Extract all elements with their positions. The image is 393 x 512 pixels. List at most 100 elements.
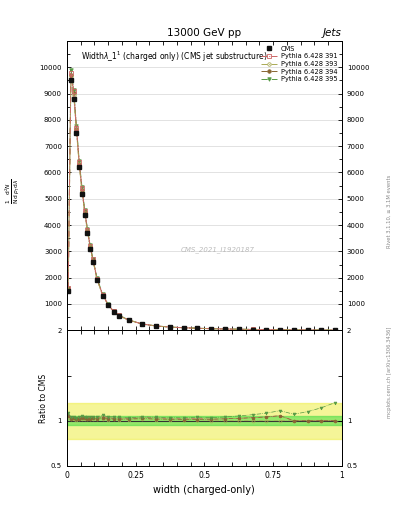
Pythia 6.428 391 — [74, 125, 79, 131]
Pythia 6.428 394 — [88, 244, 93, 250]
Pythia 6.428 391 — [79, 185, 84, 191]
Pythia 6.428 394 — [111, 308, 116, 314]
CMS — [77, 164, 82, 170]
CMS — [83, 211, 87, 218]
Pythia 6.428 395 — [333, 327, 338, 333]
Pythia 6.428 393 — [91, 258, 95, 264]
Pythia 6.428 391 — [264, 327, 269, 333]
Pythia 6.428 393 — [85, 228, 90, 234]
Pythia 6.428 394 — [154, 323, 159, 329]
Text: 13000 GeV pp: 13000 GeV pp — [167, 28, 241, 38]
Pythia 6.428 393 — [250, 327, 255, 333]
Pythia 6.428 393 — [222, 326, 227, 332]
Pythia 6.428 394 — [79, 187, 84, 193]
Pythia 6.428 391 — [95, 275, 99, 282]
Line: Pythia 6.428 391: Pythia 6.428 391 — [66, 71, 337, 332]
Pythia 6.428 391 — [91, 256, 95, 262]
Pythia 6.428 391 — [305, 327, 310, 333]
Pythia 6.428 394 — [333, 327, 338, 333]
Pythia 6.428 394 — [95, 276, 99, 282]
Pythia 6.428 394 — [127, 317, 131, 323]
Pythia 6.428 394 — [237, 326, 241, 332]
CMS — [292, 327, 296, 333]
Pythia 6.428 395 — [95, 275, 99, 281]
Bar — [67, 402, 342, 439]
Line: Pythia 6.428 394: Pythia 6.428 394 — [66, 73, 337, 332]
Text: Width$\lambda\_1^1$ (charged only) (CMS jet substructure): Width$\lambda\_1^1$ (charged only) (CMS … — [81, 50, 268, 64]
CMS — [79, 190, 84, 197]
CMS — [72, 96, 76, 102]
Pythia 6.428 395 — [237, 326, 241, 332]
Pythia 6.428 394 — [68, 72, 73, 78]
Pythia 6.428 393 — [66, 286, 71, 292]
CMS — [154, 323, 159, 329]
Text: CMS_2021_I1920187: CMS_2021_I1920187 — [181, 246, 255, 252]
Pythia 6.428 393 — [127, 317, 131, 323]
Pythia 6.428 394 — [292, 327, 296, 333]
Pythia 6.428 394 — [72, 90, 76, 96]
Pythia 6.428 394 — [195, 325, 200, 331]
Pythia 6.428 395 — [72, 87, 76, 93]
Pythia 6.428 394 — [305, 327, 310, 333]
Pythia 6.428 391 — [111, 308, 116, 314]
Pythia 6.428 395 — [319, 327, 324, 333]
Pythia 6.428 394 — [278, 327, 283, 333]
Pythia 6.428 391 — [154, 323, 159, 329]
Text: mcplots.cern.ch [arXiv:1306.3436]: mcplots.cern.ch [arXiv:1306.3436] — [387, 327, 391, 418]
Text: Jets: Jets — [323, 28, 342, 38]
Pythia 6.428 395 — [83, 207, 87, 213]
Line: Pythia 6.428 393: Pythia 6.428 393 — [66, 75, 337, 332]
Pythia 6.428 394 — [319, 327, 324, 333]
Pythia 6.428 393 — [100, 292, 105, 298]
CMS — [264, 327, 269, 333]
Pythia 6.428 391 — [117, 312, 121, 318]
Pythia 6.428 391 — [127, 317, 131, 323]
Pythia 6.428 394 — [140, 321, 145, 327]
Pythia 6.428 395 — [222, 326, 227, 332]
Pythia 6.428 395 — [195, 325, 200, 331]
CMS — [278, 327, 283, 333]
Pythia 6.428 391 — [168, 324, 173, 330]
Pythia 6.428 395 — [111, 308, 116, 314]
Pythia 6.428 393 — [209, 326, 214, 332]
CMS — [106, 302, 110, 308]
Pythia 6.428 393 — [68, 73, 73, 79]
Pythia 6.428 393 — [305, 327, 310, 333]
Pythia 6.428 393 — [278, 327, 283, 333]
Pythia 6.428 395 — [85, 226, 90, 232]
Pythia 6.428 395 — [250, 326, 255, 332]
Pythia 6.428 393 — [117, 312, 121, 318]
Pythia 6.428 395 — [140, 321, 145, 327]
Pythia 6.428 393 — [74, 127, 79, 134]
Pythia 6.428 391 — [319, 327, 324, 333]
CMS — [140, 321, 145, 327]
Pythia 6.428 391 — [88, 243, 93, 249]
Pythia 6.428 395 — [278, 327, 283, 333]
Legend: CMS, Pythia 6.428 391, Pythia 6.428 393, Pythia 6.428 394, Pythia 6.428 395: CMS, Pythia 6.428 391, Pythia 6.428 393,… — [259, 45, 339, 83]
Pythia 6.428 391 — [195, 325, 200, 331]
Pythia 6.428 394 — [74, 126, 79, 132]
Pythia 6.428 393 — [168, 324, 173, 330]
CMS — [182, 325, 186, 331]
Pythia 6.428 394 — [250, 327, 255, 333]
Pythia 6.428 393 — [95, 276, 99, 283]
Pythia 6.428 393 — [77, 161, 82, 167]
Pythia 6.428 391 — [182, 325, 186, 331]
Line: CMS: CMS — [66, 79, 337, 332]
CMS — [250, 327, 255, 333]
Pythia 6.428 391 — [66, 285, 71, 291]
X-axis label: width (charged-only): width (charged-only) — [154, 485, 255, 495]
Pythia 6.428 394 — [222, 326, 227, 332]
CMS — [319, 327, 324, 333]
Pythia 6.428 391 — [250, 327, 255, 333]
Pythia 6.428 395 — [305, 327, 310, 333]
Pythia 6.428 393 — [154, 323, 159, 329]
Line: Pythia 6.428 395: Pythia 6.428 395 — [66, 68, 337, 332]
Pythia 6.428 391 — [237, 326, 241, 332]
Pythia 6.428 394 — [83, 208, 87, 215]
Pythia 6.428 395 — [68, 67, 73, 73]
CMS — [209, 326, 214, 332]
CMS — [305, 327, 310, 333]
Pythia 6.428 395 — [209, 326, 214, 332]
CMS — [68, 77, 73, 83]
